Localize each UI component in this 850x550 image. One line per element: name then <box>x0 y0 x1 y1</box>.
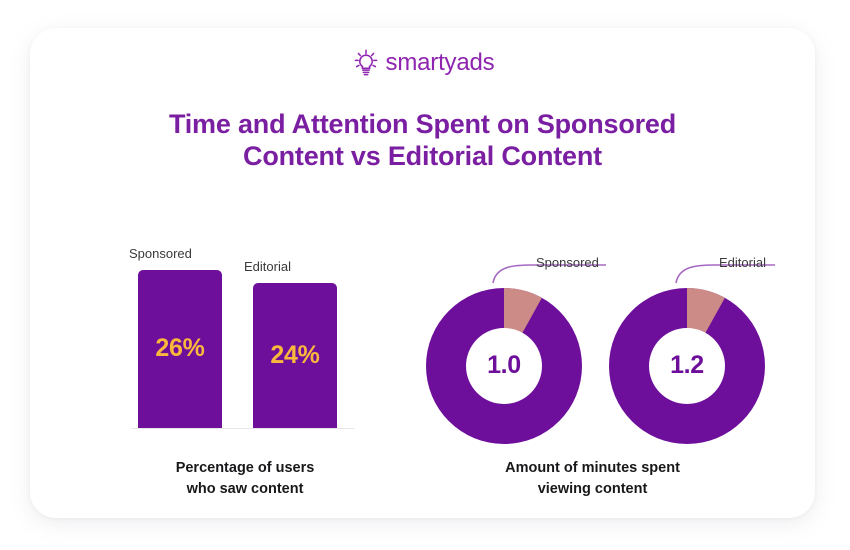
donut-sponsored-hole <box>466 328 542 404</box>
donut-label-editorial: Editorial <box>719 255 766 270</box>
page-title-line-1: Time and Attention Spent on Sponsored <box>168 109 677 139</box>
bar-chart-caption-line-1: Percentage of users <box>175 460 315 476</box>
donut-chart-caption-line-1: Amount of minutes spent <box>505 460 680 476</box>
lightbulb-icon <box>351 48 381 78</box>
bar-label-editorial: Editorial <box>244 259 291 274</box>
bar-item-editorial: Editorial 24% <box>244 259 337 428</box>
callout-line-editorial <box>675 264 775 284</box>
donut-sponsored <box>426 288 582 444</box>
donut-chart-panel: 1.0 1.2 Sponsored Editorial Amount of mi… <box>410 218 775 508</box>
donut-center-value-sponsored: 1.0 <box>487 351 521 379</box>
bar-chart: Sponsored 26% Editorial 24% <box>70 218 410 448</box>
donut-chart-svg <box>426 264 775 444</box>
donut-editorial-hole <box>649 328 725 404</box>
donut-charts: 1.0 1.2 Sponsored Editorial <box>410 218 775 448</box>
donut-chart-caption-line-2: viewing content <box>537 480 648 497</box>
infographic-card: smartyads Time and Attention Spent on Sp… <box>30 28 815 518</box>
bar-chart-baseline <box>132 427 354 429</box>
bar-value-editorial: 24% <box>270 340 320 369</box>
bar-rect-editorial: 24% <box>253 283 337 428</box>
donut-chart-caption: Amount of minutes spent viewing content <box>410 458 775 499</box>
callout-line-sponsored <box>492 264 606 284</box>
brand-name: smartyads <box>385 49 495 76</box>
bar-item-sponsored: Sponsored 26% <box>129 246 222 428</box>
bar-rect-sponsored: 26% <box>138 270 222 428</box>
page-title-line-2: Content vs Editorial Content <box>243 141 602 172</box>
donut-label-sponsored: Sponsored <box>536 255 599 270</box>
bar-chart-caption: Percentage of users who saw content <box>80 458 410 499</box>
page-title: Time and Attention Spent on Sponsored Co… <box>70 108 775 172</box>
donut-editorial <box>609 288 765 444</box>
brand-logo: smartyads <box>30 48 815 78</box>
bar-label-sponsored: Sponsored <box>129 246 192 261</box>
donut-center-value-editorial: 1.2 <box>670 351 704 379</box>
bar-value-sponsored: 26% <box>155 333 205 362</box>
bar-chart-panel: Sponsored 26% Editorial 24% Percentage o… <box>70 218 410 508</box>
bar-chart-caption-line-2: who saw content <box>186 480 304 497</box>
